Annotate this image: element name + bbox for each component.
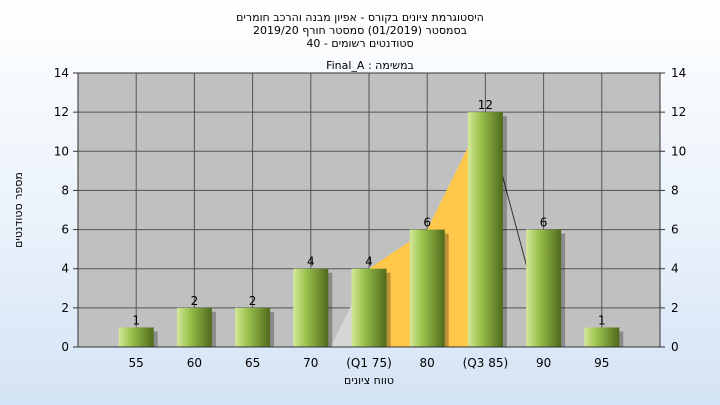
bar	[584, 327, 620, 347]
y-tick-label-right: 0	[671, 340, 679, 354]
data-label: 1	[132, 313, 140, 327]
x-tick-label: 90	[536, 356, 551, 370]
bar	[293, 268, 329, 347]
y-tick-label-right: 8	[671, 183, 679, 197]
data-label: 12	[478, 98, 493, 112]
x-tick-label: 55	[129, 356, 144, 370]
data-label: 4	[365, 255, 373, 269]
axes: 55 60 65 70 (Q1 75) 80 (Q3 85) 90 95 0 0 2 2 4 4 6 6 8 8 10…	[54, 66, 687, 370]
chart-annotation: במשימה : Final_A	[326, 59, 414, 72]
x-tick-label: 65	[245, 356, 260, 370]
data-label: 6	[423, 216, 431, 230]
bar	[118, 327, 154, 347]
title-line-3: סטודנטים רשומים - 40	[306, 37, 413, 50]
x-tick-label: (Q3 85)	[463, 356, 509, 370]
bars	[118, 112, 624, 348]
y-tick-label-left: 4	[61, 262, 69, 276]
bar	[176, 307, 212, 347]
y-tick-label-right: 6	[671, 223, 679, 237]
x-tick-label: 60	[187, 356, 202, 370]
x-tick-label: 70	[303, 356, 318, 370]
y-tick-label-left: 6	[61, 223, 69, 237]
y-axis-title: מספר סטודנטים	[12, 172, 25, 248]
x-axis-title: טווח ציונים	[344, 374, 394, 387]
y-tick-label-right: 14	[671, 66, 686, 80]
y-tick-label-right: 2	[671, 301, 679, 315]
x-tick-label: (Q1 75)	[346, 356, 392, 370]
x-tick-label: 80	[420, 356, 435, 370]
bar	[467, 112, 503, 348]
plot-border	[77, 72, 661, 348]
y-tick-label-right: 10	[671, 144, 686, 158]
y-tick-label-right: 12	[671, 105, 686, 119]
data-label: 4	[307, 255, 315, 269]
bar	[526, 229, 562, 347]
chart-title: היסטוגרמת ציונים בקורס - אפיון מבנה והרכ…	[236, 11, 484, 50]
title-line-2: בסמסטר (01/2019) סמסטר חורף 2019/20	[253, 24, 467, 37]
data-label: 2	[249, 294, 257, 308]
y-tick-label-left: 0	[61, 340, 69, 354]
y-tick-label-left: 8	[61, 183, 69, 197]
y-tick-label-left: 14	[54, 66, 69, 80]
bar	[235, 307, 271, 347]
y-tick-label-right: 4	[671, 262, 679, 276]
y-tick-label-left: 2	[61, 301, 69, 315]
data-label: 2	[191, 294, 199, 308]
bar	[409, 229, 445, 347]
data-label: 6	[540, 216, 548, 230]
y-tick-label-left: 10	[54, 144, 69, 158]
data-label: 1	[598, 313, 606, 327]
y-tick-label-left: 12	[54, 105, 69, 119]
bar	[351, 268, 387, 347]
title-line-1: היסטוגרמת ציונים בקורס - אפיון מבנה והרכ…	[236, 11, 484, 24]
x-tick-label: 95	[594, 356, 609, 370]
